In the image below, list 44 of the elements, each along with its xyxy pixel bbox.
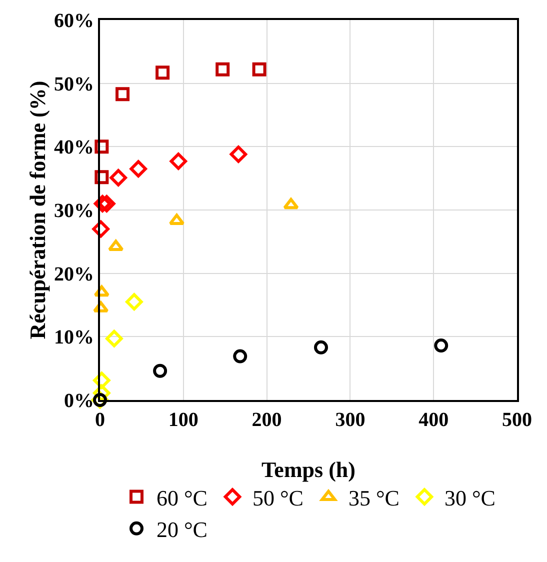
point [168,214,185,226]
point [314,340,328,354]
point [94,170,109,184]
x-tick-label: 300 [335,409,366,431]
point [106,330,123,348]
point [230,146,248,163]
x-axis-title: Temps (h) [262,457,356,482]
point [94,140,109,154]
y-tick-label: 40% [54,136,94,159]
x-tick-label: 0 [95,409,105,431]
point [216,62,230,76]
point [170,152,188,170]
legend-label: 20 °C [156,516,208,542]
point [94,285,110,297]
y-tick-label: 0% [64,390,94,412]
point [110,169,127,186]
legend-label: 35 °C [348,485,400,510]
point [126,293,143,310]
y-tick-label: 30% [54,200,94,222]
y-axis-title: Récupération de forme (%) [25,80,50,340]
legend-label: 30 °C [444,485,496,510]
x-tick-label: 500 [502,409,532,431]
point [116,87,130,102]
y-tick-label: 10% [54,326,94,349]
legend-label: 50 °C [252,485,304,510]
x-tick-label: 400 [418,409,449,431]
point [434,338,448,353]
point [233,349,248,364]
legend-label: 60 °C [156,485,208,510]
point [108,240,124,251]
point [98,195,116,212]
point [92,220,110,238]
point [153,364,168,378]
point [156,66,170,80]
x-tick-label: 200 [252,409,282,431]
point [94,195,112,212]
y-tick-label: 50% [54,73,94,96]
x-tick-label: 100 [168,409,198,431]
y-tick-label: 20% [54,263,94,286]
y-tick-label: 60% [54,10,94,32]
point [130,160,148,178]
point [252,62,266,76]
point [93,372,110,390]
point [283,198,299,210]
